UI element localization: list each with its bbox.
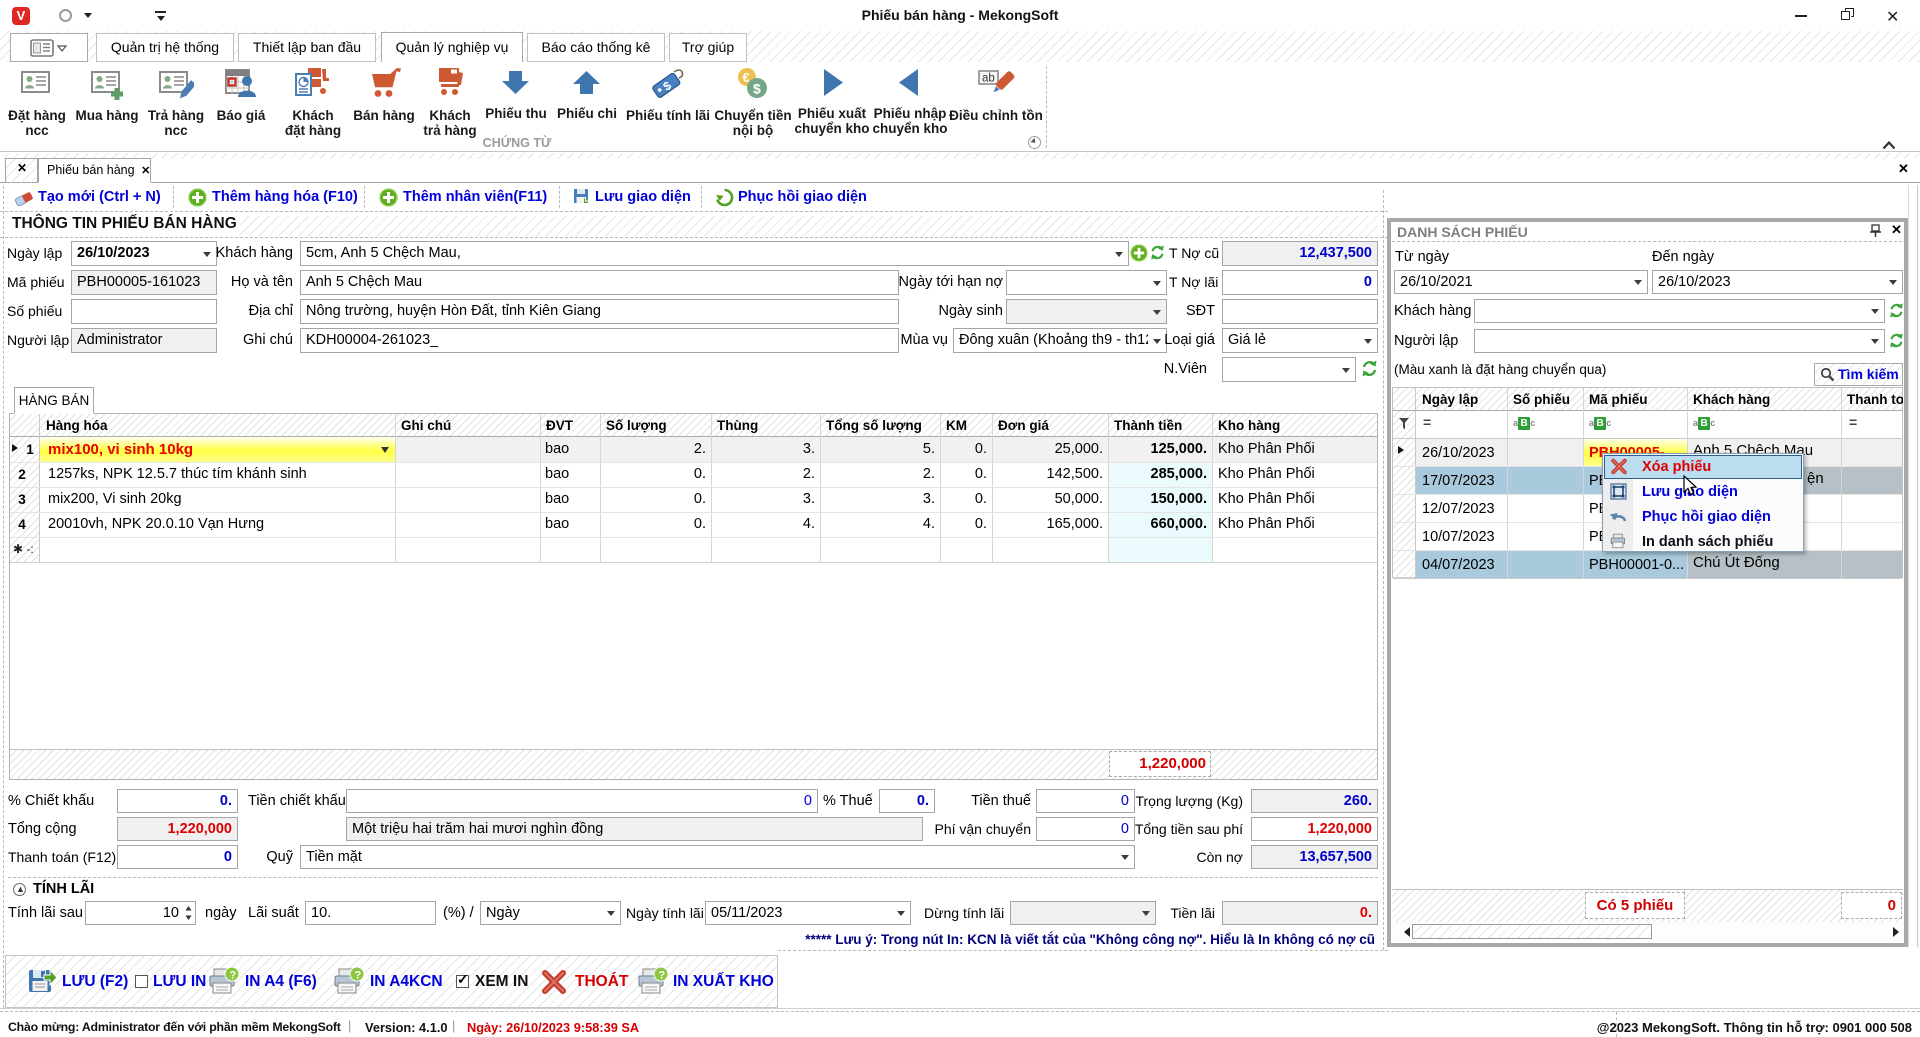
svg-text:?: ? bbox=[355, 970, 362, 982]
svg-text:?: ? bbox=[230, 970, 237, 982]
svg-text:ab: ab bbox=[982, 73, 995, 85]
svg-text:?: ? bbox=[659, 970, 666, 982]
svg-text:€: € bbox=[743, 70, 750, 85]
svg-text:$: $ bbox=[753, 81, 761, 97]
